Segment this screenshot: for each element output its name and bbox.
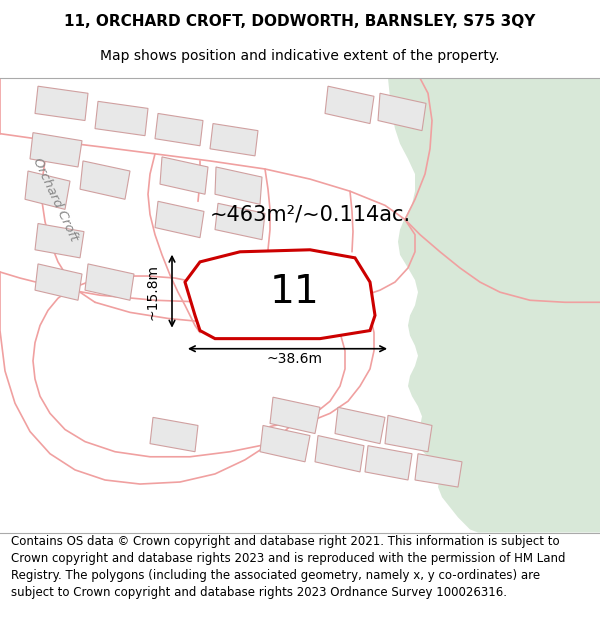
Polygon shape	[35, 264, 82, 300]
Polygon shape	[270, 398, 320, 434]
Text: ~15.8m: ~15.8m	[145, 264, 159, 320]
Polygon shape	[85, 264, 134, 300]
Polygon shape	[388, 78, 600, 532]
Polygon shape	[325, 86, 374, 124]
Text: 11, ORCHARD CROFT, DODWORTH, BARNSLEY, S75 3QY: 11, ORCHARD CROFT, DODWORTH, BARNSLEY, S…	[64, 14, 536, 29]
Polygon shape	[215, 167, 262, 204]
Polygon shape	[160, 157, 208, 194]
Polygon shape	[155, 201, 204, 238]
Polygon shape	[215, 203, 265, 239]
Polygon shape	[30, 132, 82, 167]
Polygon shape	[365, 446, 412, 480]
Text: Contains OS data © Crown copyright and database right 2021. This information is : Contains OS data © Crown copyright and d…	[11, 535, 565, 599]
Polygon shape	[335, 408, 385, 444]
Polygon shape	[35, 224, 84, 258]
Polygon shape	[95, 101, 148, 136]
Text: ~38.6m: ~38.6m	[267, 352, 323, 366]
Polygon shape	[35, 86, 88, 121]
Polygon shape	[415, 454, 462, 487]
Polygon shape	[185, 250, 375, 339]
Polygon shape	[260, 426, 310, 462]
Polygon shape	[315, 436, 364, 472]
Text: 11: 11	[270, 273, 320, 311]
Polygon shape	[385, 416, 432, 452]
Polygon shape	[155, 114, 203, 146]
Polygon shape	[80, 161, 130, 199]
Text: Map shows position and indicative extent of the property.: Map shows position and indicative extent…	[100, 49, 500, 63]
Polygon shape	[150, 418, 198, 452]
Text: ~463m²/~0.114ac.: ~463m²/~0.114ac.	[209, 204, 410, 224]
Polygon shape	[378, 93, 426, 131]
Text: Orchard Croft: Orchard Croft	[30, 156, 80, 243]
Polygon shape	[210, 124, 258, 156]
Polygon shape	[25, 171, 70, 209]
